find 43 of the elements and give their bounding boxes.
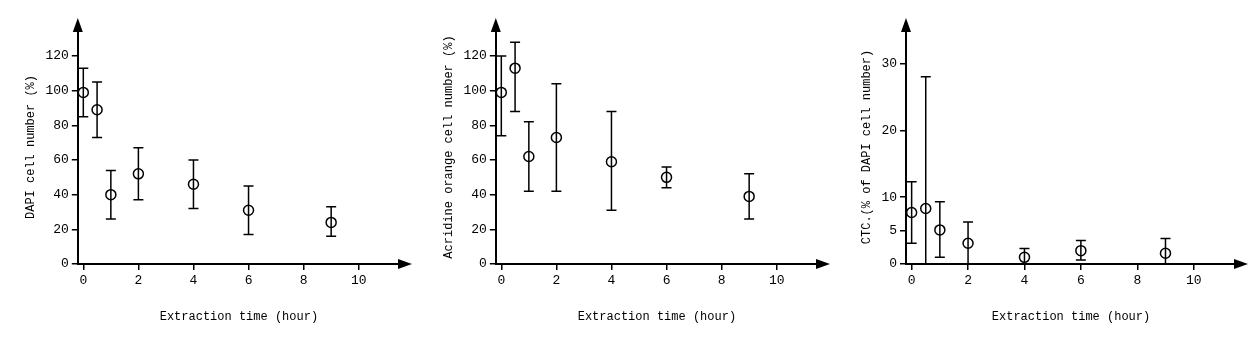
y-tick-label: 100	[463, 83, 487, 99]
x-tick-label: 0	[907, 273, 916, 289]
y-tick-label: 60	[471, 152, 487, 168]
y-tick-label: 120	[463, 48, 487, 64]
y-axis-title: Acridine orange cell number (%)	[442, 35, 457, 259]
y-tick-label: 40	[53, 187, 69, 203]
y-tick-label: 10	[881, 189, 897, 205]
y-tick-label: 80	[471, 117, 487, 133]
y-axis-title: CTC.(% of DAPI cell number)	[860, 49, 875, 245]
y-tick-label: 0	[889, 256, 897, 272]
x-tick-label: 2	[134, 273, 143, 289]
x-tick-label: 4	[607, 273, 616, 289]
x-tick-label: 6	[1076, 273, 1085, 289]
x-axis-title: Extraction time (hour)	[991, 309, 1151, 324]
x-tick-label: 10	[768, 273, 785, 289]
y-tick-label: 80	[53, 117, 69, 133]
y-tick-label: 30	[881, 55, 897, 71]
y-tick-label: 100	[45, 83, 69, 99]
y-tick-label: 0	[478, 256, 487, 272]
y-tick-label: 40	[471, 187, 487, 203]
x-tick-label: 8	[1133, 273, 1142, 289]
x-tick-label: 4	[189, 273, 198, 289]
y-tick-label: 20	[53, 221, 69, 237]
x-tick-label: 10	[1185, 273, 1202, 289]
y-tick-label: 20	[471, 221, 487, 237]
y-tick-label: 5	[889, 223, 897, 239]
x-axis-title: Extraction time (hour)	[577, 309, 737, 324]
x-tick-label: 2	[964, 273, 972, 289]
x-tick-label: 6	[244, 273, 253, 289]
y-tick-label: 0	[60, 256, 69, 272]
y-tick-label: 120	[45, 48, 69, 64]
x-axis-title: Extraction time (hour)	[159, 309, 319, 324]
x-tick-label: 8	[299, 273, 308, 289]
y-tick-label: 20	[881, 122, 897, 138]
x-tick-label: 4	[1020, 273, 1029, 289]
x-tick-label: 10	[350, 273, 367, 289]
x-tick-label: 0	[79, 273, 88, 289]
x-tick-label: 8	[717, 273, 726, 289]
y-axis-title: DAPI cell number (%)	[24, 74, 39, 220]
x-tick-label: 2	[552, 273, 561, 289]
y-tick-label: 60	[53, 152, 69, 168]
x-tick-label: 0	[497, 273, 506, 289]
x-tick-label: 6	[662, 273, 671, 289]
